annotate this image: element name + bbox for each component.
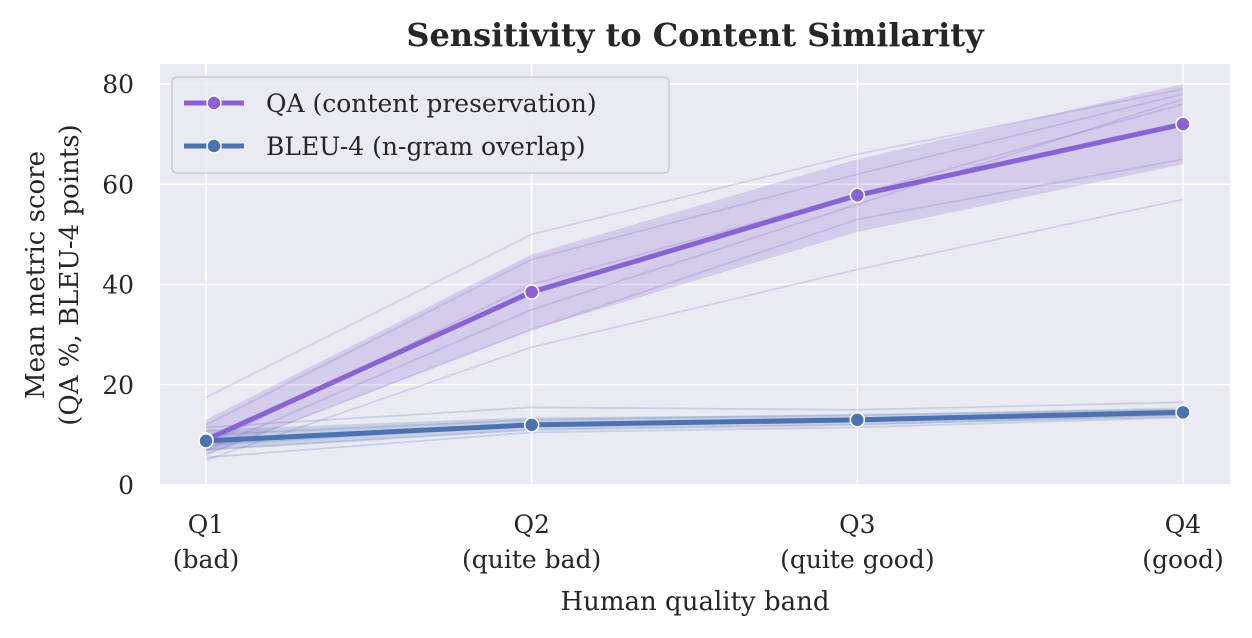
data-point-bleu bbox=[198, 433, 214, 449]
y-tick-label: 40 bbox=[102, 271, 134, 300]
legend-label-bleu: BLEU-4 (n-gram overlap) bbox=[266, 132, 586, 161]
x-tick-label: Q1 bbox=[188, 510, 224, 539]
run-line-bleu bbox=[205, 416, 1184, 459]
y-tick-labels: 0 20 40 60 80 bbox=[102, 70, 134, 500]
x-tick-sublabel: (bad) bbox=[173, 545, 239, 574]
x-tick-label: Q2 bbox=[513, 510, 549, 539]
data-point-qa bbox=[1175, 116, 1191, 132]
data-point-bleu bbox=[1175, 404, 1191, 421]
gridlines bbox=[160, 64, 1230, 486]
y-tick-label: 80 bbox=[102, 70, 134, 99]
x-tick-sublabel: (quite good) bbox=[780, 545, 935, 574]
run-line-qa bbox=[205, 98, 1184, 451]
y-tick-label: 0 bbox=[118, 471, 134, 500]
run-line-bleu bbox=[205, 401, 1184, 429]
y-axis-label: Mean metric score (QA %, BLEU-4 points) bbox=[21, 124, 85, 425]
y-tick-label: 60 bbox=[102, 170, 134, 199]
legend-entry-qa: QA (content preservation) bbox=[184, 89, 597, 118]
legend-entry-bleu: BLEU-4 (n-gram overlap) bbox=[184, 132, 586, 161]
run-line-qa bbox=[205, 93, 1184, 426]
run-line-bleu bbox=[205, 413, 1184, 451]
run-line-qa bbox=[205, 198, 1184, 461]
y-axis-label-line-2: (QA %, BLEU-4 points) bbox=[55, 124, 85, 425]
x-axis-label: Human quality band bbox=[560, 587, 829, 617]
legend-box bbox=[171, 76, 670, 174]
series-line-qa bbox=[203, 121, 1186, 443]
run-line-bleu bbox=[205, 408, 1184, 436]
data-points bbox=[198, 116, 1191, 449]
x-tick-sublabel: (good) bbox=[1142, 545, 1224, 574]
x-tick-label: Q4 bbox=[1165, 510, 1201, 539]
individual-runs bbox=[205, 88, 1184, 461]
legend: QA (content preservation) BLEU-4 (n-gram… bbox=[171, 76, 670, 174]
run-line-qa bbox=[205, 158, 1184, 456]
x-tick-sublabel: (quite bad) bbox=[462, 545, 601, 574]
series-line-bleu bbox=[203, 409, 1186, 444]
x-tick-label: Q3 bbox=[839, 510, 875, 539]
chart-title: Sensitivity to Content Similarity bbox=[406, 16, 985, 54]
series-lines bbox=[203, 121, 1186, 444]
legend-marker-qa bbox=[206, 95, 222, 111]
data-point-bleu bbox=[523, 417, 540, 433]
run-line-qa bbox=[205, 88, 1184, 399]
y-axis-label-line-1: Mean metric score bbox=[21, 151, 51, 399]
legend-label-qa: QA (content preservation) bbox=[266, 89, 597, 118]
y-tick-label: 20 bbox=[102, 371, 134, 400]
x-tick-labels: Q1 (bad) Q2 (quite bad) Q3 (quite good) Q4 (goo… bbox=[173, 510, 1224, 574]
legend-marker-bleu bbox=[206, 138, 222, 154]
data-point-qa bbox=[523, 284, 540, 300]
data-point-bleu bbox=[849, 412, 866, 428]
data-point-qa bbox=[849, 187, 866, 204]
